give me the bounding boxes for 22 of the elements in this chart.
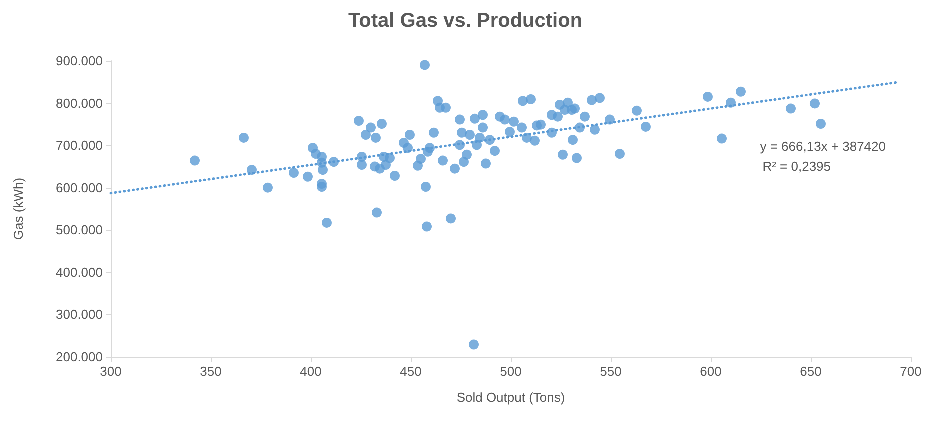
x-tick-label: 650 (800, 364, 822, 379)
y-tick-label: 500.000 (56, 222, 103, 238)
x-tick-label: 500 (500, 364, 522, 379)
x-tick-label: 400 (300, 364, 322, 379)
x-axis-title: Sold Output (Tons) (456, 390, 566, 405)
chart-title: Total Gas vs. Production (348, 10, 583, 32)
y-tick-label: 700.000 (56, 138, 103, 154)
y-tick-label: 600.000 (56, 180, 103, 196)
x-tick-label: 700 (900, 364, 922, 379)
annotation: y = 666,13x + 387420 (760, 139, 886, 154)
y-axis-title: Gas (kWh) (11, 178, 26, 240)
y-tick-label: 800.000 (56, 96, 103, 111)
x-tick-label: 350 (200, 364, 222, 379)
x-tick-label: 450 (400, 364, 422, 379)
y-tick-label: 900.000 (56, 54, 103, 68)
x-tick-label: 600 (700, 364, 722, 379)
y-tick-label: 300.000 (56, 307, 103, 322)
x-tick-label: 300 (100, 364, 122, 379)
annotation: R² = 0,2395 (762, 159, 831, 174)
x-tick-label: 550 (600, 364, 622, 379)
y-tick-label: 400.000 (56, 264, 103, 280)
y-tick-label: 200.000 (56, 350, 103, 364)
